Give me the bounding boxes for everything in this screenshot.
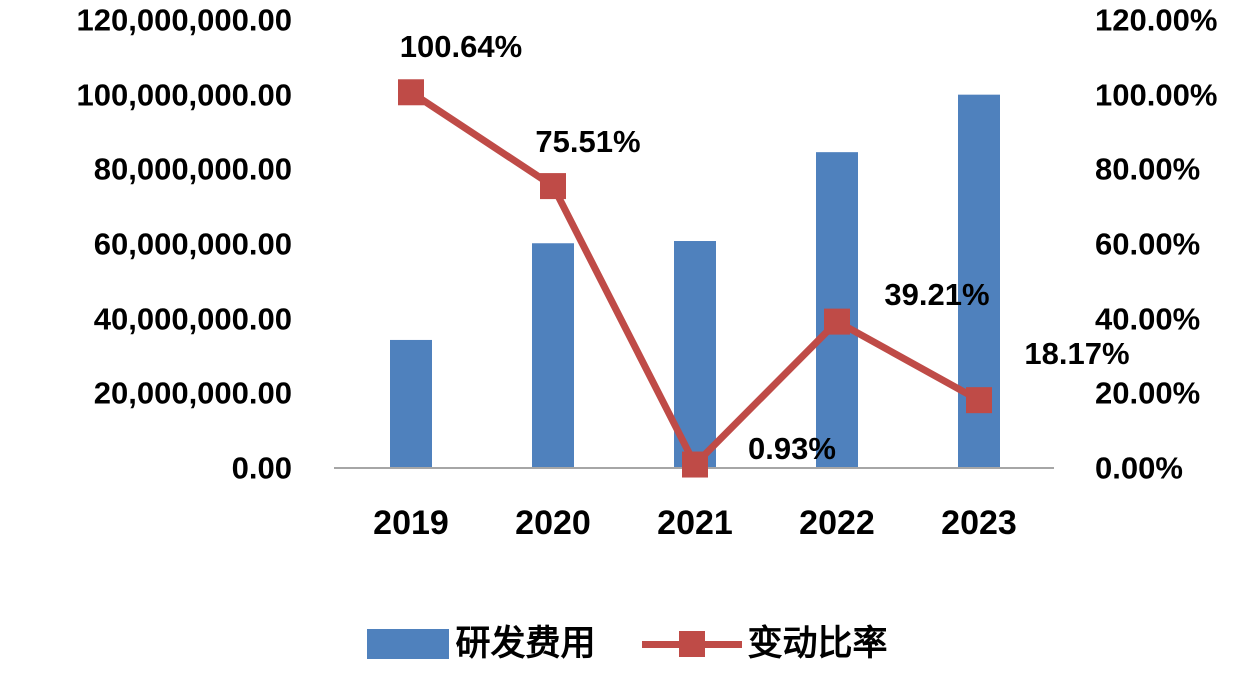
- line-marker-2019: [398, 79, 424, 106]
- legend-label-line-series: 变动比率: [747, 624, 888, 663]
- left-axis-tick: 40,000,000.00: [93, 301, 292, 337]
- x-axis-label-2022: 2022: [799, 504, 875, 542]
- left-axis-tick: 120,000,000.00: [76, 2, 293, 38]
- line-marker-2022: [824, 308, 850, 335]
- bar-2020: [532, 243, 574, 468]
- right-axis: 120.00% 100.00% 80.00% 60.00% 40.00% 20.00% 0.…: [1093, 0, 1255, 676]
- line-marker-2021: [682, 451, 708, 478]
- left-axis-tick: 20,000,000.00: [93, 375, 292, 411]
- legend: 研发费用 变动比率: [0, 626, 1255, 661]
- x-axis-label-2019: 2019: [373, 504, 449, 542]
- bar-2019: [390, 339, 432, 468]
- legend-item-line-series: 变动比率: [641, 624, 888, 663]
- line-marker-2020: [540, 173, 566, 200]
- x-axis-label-2021: 2021: [657, 504, 733, 542]
- line-marker-2023: [966, 387, 992, 414]
- left-axis-tick: 60,000,000.00: [93, 226, 292, 262]
- right-axis-tick: 80.00%: [1095, 151, 1201, 187]
- right-axis-tick: 120.00%: [1095, 2, 1218, 38]
- right-axis-tick: 0.00%: [1095, 450, 1183, 486]
- bar-swatch-icon: [367, 628, 450, 659]
- line-marker-swatch-icon: [641, 628, 742, 660]
- left-axis-tick: 80,000,000.00: [93, 151, 292, 187]
- x-axis: 2019 2020 2021 2022 2023: [0, 504, 1255, 550]
- left-axis: 120,000,000.00 100,000,000.00 80,000,000.0…: [0, 0, 296, 676]
- x-axis-label-2023: 2023: [941, 504, 1017, 542]
- right-axis-tick: 20.00%: [1095, 375, 1201, 411]
- legend-label-bar-series: 研发费用: [455, 624, 596, 663]
- right-axis-tick: 100.00%: [1095, 77, 1218, 113]
- left-axis-tick: 100,000,000.00: [76, 77, 293, 113]
- left-axis-tick: 0.00: [231, 450, 292, 486]
- x-axis-label-2020: 2020: [515, 504, 591, 542]
- right-axis-tick: 60.00%: [1095, 226, 1201, 262]
- square-marker-icon: [678, 630, 705, 657]
- legend-item-bar-series: 研发费用: [367, 624, 596, 663]
- right-axis-tick: 40.00%: [1095, 301, 1201, 337]
